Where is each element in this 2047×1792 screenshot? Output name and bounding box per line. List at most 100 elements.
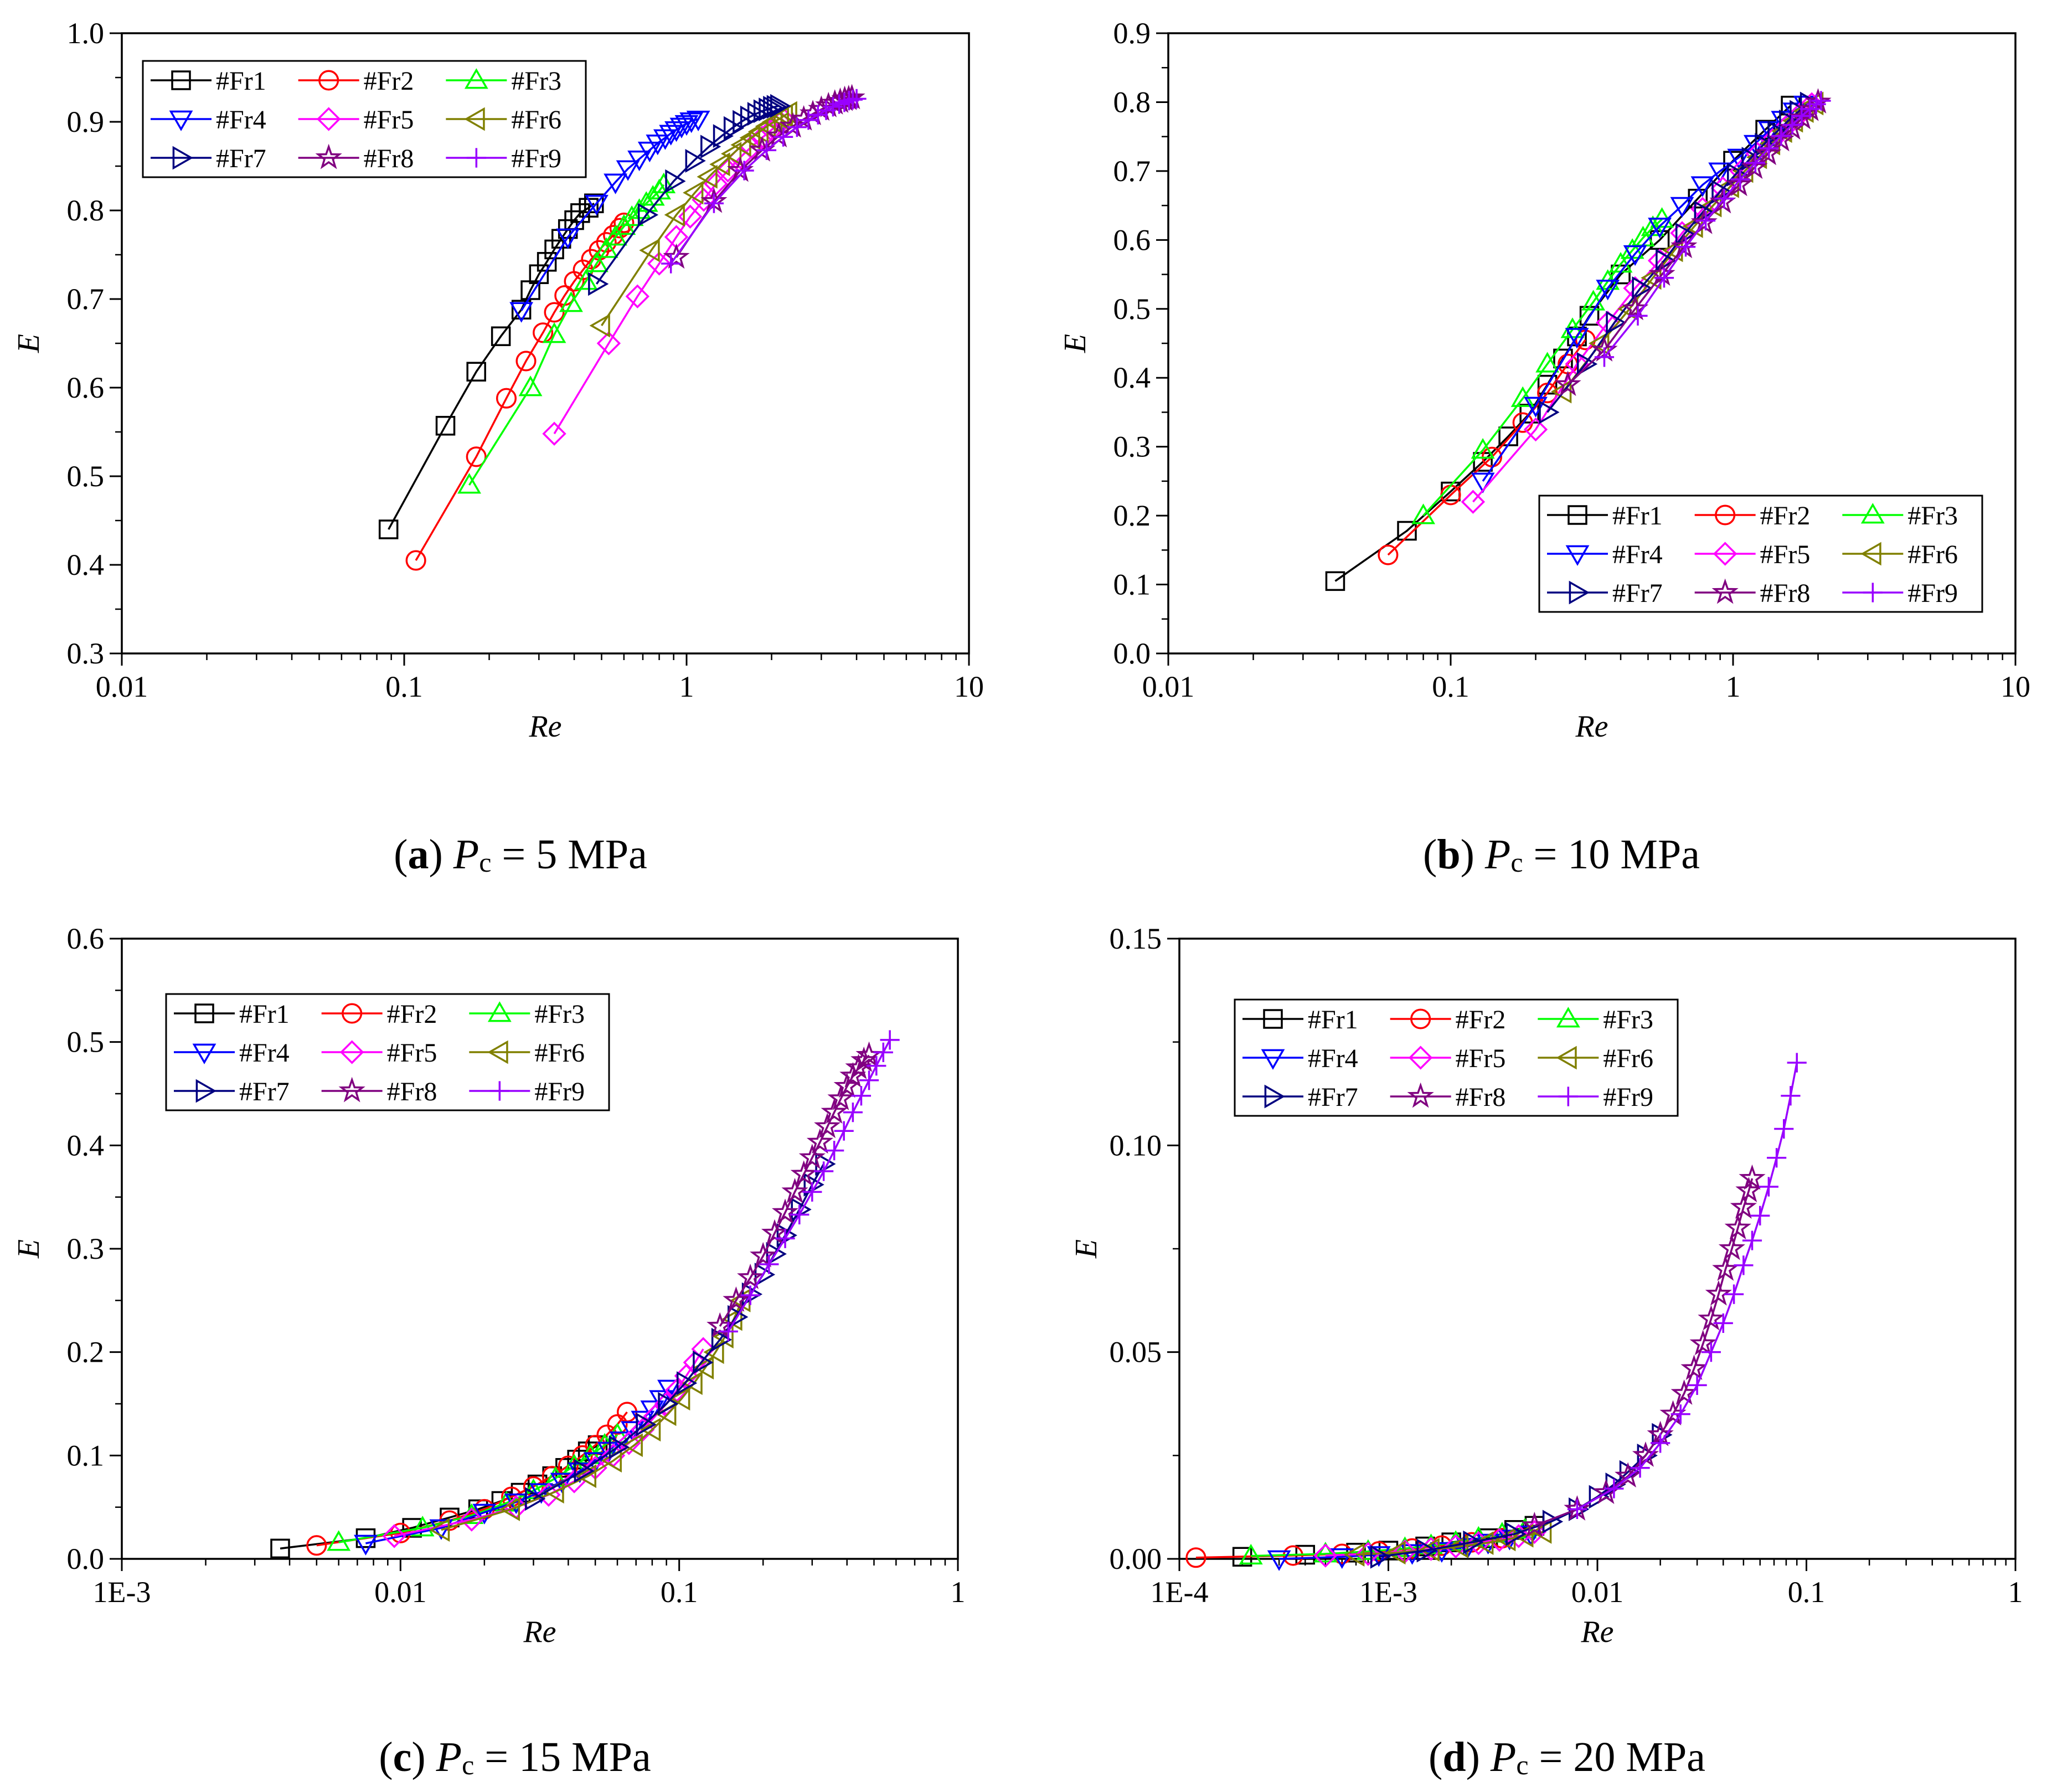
panel-c-data-point: [867, 1056, 886, 1076]
panel-a-series-line: [388, 202, 595, 530]
panel-b-data-point: [1806, 94, 1826, 114]
panel-c-data-point: [636, 1412, 657, 1436]
panel-d-data-point: [1531, 1520, 1552, 1544]
panel-d-data-point: [1313, 1543, 1338, 1568]
panel-a-legend-marker: [464, 107, 485, 131]
panel-b-legend-entry: #Fr5: [1694, 540, 1811, 569]
panel-b-data-point: [1576, 352, 1598, 376]
panel-b-legend-label: #Fr8: [1760, 579, 1811, 608]
panel-a-y-axis-title: E: [12, 334, 46, 353]
panel-b-data-point: [1811, 91, 1831, 111]
panel-d-y-tick-label: 0.15: [1110, 922, 1162, 955]
panel-b-legend-entry: #Fr8: [1694, 578, 1811, 608]
panel-c-legend-marker: [487, 1040, 508, 1064]
panel-d-data-point: [1670, 1379, 1698, 1405]
panel-a-data-point: [625, 284, 649, 308]
panel-c-data-point: [771, 1198, 799, 1224]
panel-d-legend-marker: [1558, 1086, 1578, 1106]
panel-a-y-tick-label: 1.0: [67, 17, 105, 50]
panel-b-legend-label: #Fr5: [1760, 540, 1811, 569]
panel-b-data-point: [1539, 400, 1560, 424]
panel-b-data-point: [1654, 268, 1674, 288]
caption-b: (b) Pc = 10 MPa: [1423, 831, 1700, 878]
panel-d-y-axis-title: E: [1069, 1239, 1104, 1259]
panel-d-data-point: [1718, 1234, 1745, 1260]
panel-c-legend-marker: [339, 1040, 364, 1064]
panel-a-data-point: [556, 228, 580, 249]
panel-a-legend-label: #Fr6: [511, 105, 561, 135]
panel-a-data-point: [496, 388, 517, 409]
panel-c-series-line: [727, 1039, 891, 1332]
panel-a-data-point: [720, 142, 742, 166]
panel-c-data-point: [814, 1113, 841, 1139]
panel-a-data-point: [594, 237, 618, 258]
panel-c-data-point: [741, 1282, 763, 1306]
panel-a-data-point: [634, 191, 658, 212]
panel-c-legend-marker: [195, 1079, 216, 1103]
panel-d-legend-entry: #Fr7: [1242, 1083, 1358, 1112]
panel-c-data-point: [525, 1487, 546, 1511]
panel-c-data-point: [827, 1085, 854, 1110]
panel-a-data-point: [515, 351, 537, 372]
panel-d-legend: #Fr1 #Fr2 #Fr3 #Fr4 #Fr5 #Fr6 #Fr7 #Fr8 #Fr9: [1234, 998, 1679, 1117]
panel-a-x-tick-label: 10: [954, 670, 984, 703]
panel-b-data-point: [1565, 328, 1589, 349]
panel-c-legend: #Fr1 #Fr2 #Fr3 #Fr4 #Fr5 #Fr6 #Fr7 #Fr8 #Fr9: [165, 993, 610, 1111]
panel-c-data-point: [657, 1379, 681, 1400]
panel-d-legend-entry: #Fr2: [1390, 1005, 1505, 1034]
panel-a-legend-marker: [318, 70, 339, 91]
panel-b-y-tick-label: 0.0: [1113, 637, 1151, 670]
panel-a-data-point: [763, 95, 784, 120]
panel-b-y-tick-label: 0.8: [1113, 85, 1151, 119]
panel-a-legend-box: [142, 60, 587, 178]
panel-a-data-point: [637, 141, 662, 163]
panel-a-data-point: [770, 94, 791, 118]
panel-d-legend-marker: [1263, 1009, 1283, 1029]
panel-d-legend-marker: [1408, 1046, 1433, 1070]
panel-b-x-axis-title: Re: [1575, 709, 1608, 744]
panel-a-data-point: [685, 148, 706, 173]
panel-a-legend-marker: [315, 143, 342, 169]
panel-c-data-point: [776, 1223, 797, 1248]
panel-c-data-point: [354, 1534, 378, 1556]
panel-a-data-point: [596, 232, 617, 253]
panel-d-legend-label: #Fr5: [1456, 1044, 1506, 1073]
panel-c-legend-marker: [489, 1081, 509, 1101]
panel-c-legend-marker: [192, 1043, 216, 1064]
panel-d-y-tick-label: 0.10: [1110, 1129, 1162, 1162]
panel-c-data-point: [798, 1144, 826, 1170]
panel-c-data-point: [845, 1054, 872, 1079]
panel-d-legend-label: #Fr3: [1603, 1005, 1653, 1034]
panel-b-data-point: [1771, 126, 1791, 146]
panel-d-legend-marker: [1410, 1008, 1431, 1029]
panel-a-legend-entry: #Fr9: [446, 144, 561, 173]
panel-b-y-tick-label: 0.6: [1113, 223, 1151, 256]
panel-b-data-point: [1623, 245, 1647, 266]
panel-c-legend-entry: #Fr7: [174, 1077, 290, 1106]
panel-d-data-point: [1739, 1164, 1766, 1190]
panel-a-data-point: [847, 89, 867, 109]
panel-a-data-point: [542, 421, 566, 446]
panel-d-data-point: [1505, 1522, 1527, 1546]
panel-c-data-point: [814, 1161, 834, 1181]
panel-b-legend-marker: [1860, 503, 1885, 524]
panel-b: 0.01 0.1 1 10 0.0 0.1 0.2 0.3 0.4 0.5 0.6 0.7 0.8 0.9…: [1058, 17, 2030, 744]
panel-a-data-point: [704, 193, 724, 213]
panel-b-y-tick-label: 0.2: [1113, 499, 1151, 532]
panel-c-data-point: [327, 1530, 351, 1551]
panel-b-y-tick-label: 0.1: [1113, 568, 1151, 601]
panel-a-y-tick-label: 0.6: [67, 371, 105, 404]
panel-a-legend-entry: #Fr1: [151, 66, 266, 96]
panel-a-legend-entry: #Fr5: [298, 105, 414, 135]
panel-a-series-fr4: [509, 110, 710, 323]
panel-a-data-point: [829, 94, 849, 114]
panel-c-legend-entry: #Fr3: [469, 1000, 585, 1029]
panel-c-data-point: [669, 1387, 690, 1411]
panel-b-legend-entry: #Fr9: [1842, 579, 1958, 608]
panel-a-legend-marker: [172, 146, 193, 170]
panel-d-y-tick-label: 0.00: [1110, 1542, 1162, 1575]
panel-c-data-point: [775, 1228, 795, 1248]
panel-a-y-tick-label: 0.4: [67, 548, 105, 581]
panel-b-data-point: [1632, 276, 1653, 300]
panel-d-data-point: [1416, 1538, 1437, 1563]
